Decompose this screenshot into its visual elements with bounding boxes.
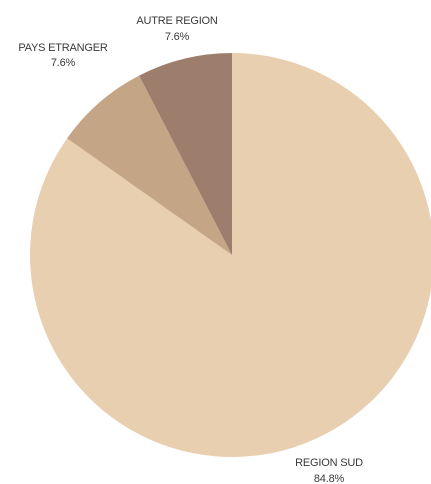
slice-value-region-sud: 84.8% [314,473,345,484]
pie-slice-region-sud [30,53,431,457]
pie-slices [30,53,431,457]
slice-label-region-sud: REGION SUD [295,457,363,469]
pie-slice-pays-etranger [67,75,232,255]
pie-slice-autre-region [139,53,232,255]
slice-label-autre-region: AUTRE REGION [136,15,218,27]
slice-value-autre-region: 7.6% [165,31,190,43]
slice-value-pays-etranger: 7.6% [51,57,76,69]
slice-label-pays-etranger: PAYS ETRANGER [18,42,108,54]
